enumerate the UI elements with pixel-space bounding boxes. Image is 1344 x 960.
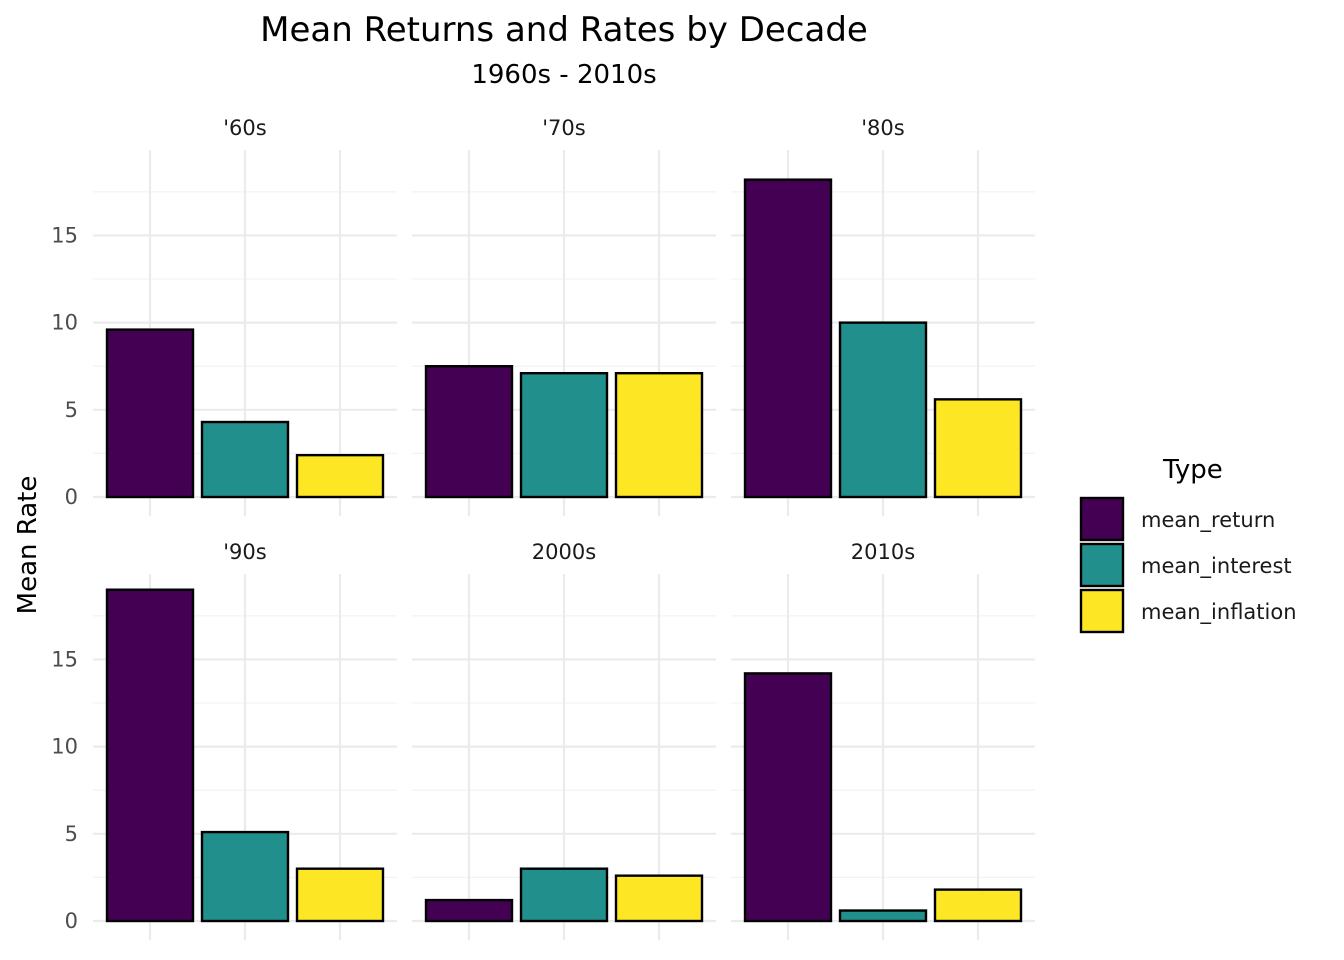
y-tick-label: 5 (65, 822, 78, 846)
bar-mean_return (743, 672, 833, 923)
legend-key-mean_return (1079, 496, 1125, 542)
bar-mean_return (424, 898, 514, 923)
bar-mean_inflation (933, 398, 1023, 499)
facet-label: '60s (223, 116, 266, 140)
y-tick-label: 15 (51, 223, 78, 247)
y-tick-label: 0 (65, 485, 78, 509)
y-tick-label: 10 (51, 311, 78, 335)
bar-mean_interest (838, 909, 928, 923)
facet-panel: '80s (731, 116, 1035, 516)
y-tick-label: 0 (65, 909, 78, 933)
legend-label: mean_interest (1141, 554, 1292, 579)
facet-label: '90s (223, 540, 266, 564)
bar-mean_interest (519, 867, 609, 923)
bar-mean_inflation (295, 867, 385, 923)
bar-mean_inflation (933, 888, 1023, 923)
bar-mean_return (424, 365, 514, 499)
facet-panels: '60s 0 5 10 15 '70s '80s '90s 0 5 10 15 2000s 2010s (51, 116, 1035, 940)
facet-panel: '60s 0 5 10 15 (51, 116, 397, 516)
facet-label: 2000s (532, 540, 596, 564)
bar-mean_interest (200, 420, 290, 499)
bar-mean_interest (200, 830, 290, 923)
bar-mean_interest (838, 321, 928, 499)
facet-label: '70s (542, 116, 585, 140)
bar-mean_return (105, 588, 195, 923)
legend-title: Type (1162, 455, 1223, 485)
facet-panel: '70s (412, 116, 716, 516)
bar-mean_inflation (614, 371, 704, 499)
bar-mean_interest (519, 371, 609, 499)
bar-mean_inflation (295, 453, 385, 499)
facet-panel: 2010s (731, 540, 1035, 940)
legend-label: mean_inflation (1141, 600, 1297, 625)
chart-title: Mean Returns and Rates by Decade (260, 10, 868, 50)
bar-mean_return (105, 328, 195, 499)
legend-label: mean_return (1141, 508, 1275, 533)
legend-key-mean_interest (1079, 542, 1125, 588)
legend: Type mean_return mean_interest mean_inflat… (1079, 455, 1297, 634)
facet-panel: 2000s (412, 540, 716, 940)
y-tick-label: 10 (51, 735, 78, 759)
y-tick-label: 5 (65, 398, 78, 422)
chart-subtitle: 1960s - 2010s (471, 60, 656, 90)
legend-key-mean_inflation (1079, 588, 1125, 634)
bar-mean_return (743, 178, 833, 499)
facet-label: '80s (861, 116, 904, 140)
facet-panel: '90s 0 5 10 15 (51, 540, 397, 940)
y-axis-label: Mean Rate (13, 476, 43, 615)
bar-mean_inflation (614, 874, 704, 923)
y-tick-label: 15 (51, 647, 78, 671)
facet-label: 2010s (851, 540, 915, 564)
